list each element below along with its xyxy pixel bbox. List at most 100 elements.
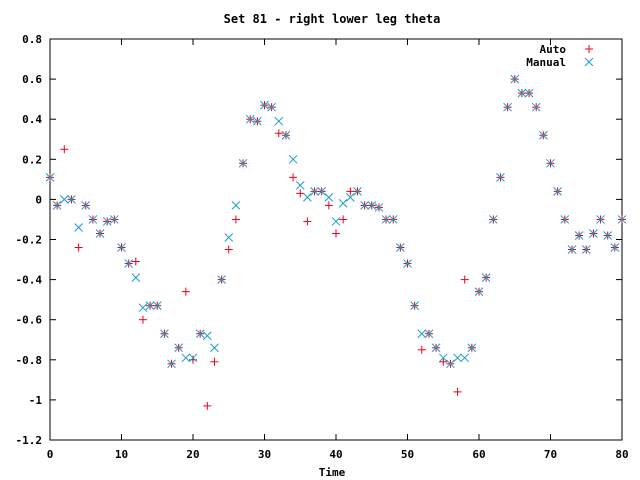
data-point-manual — [367, 201, 377, 210]
data-point-manual — [181, 353, 191, 363]
plot-frame — [49, 38, 623, 441]
data-point-manual — [560, 215, 570, 224]
data-point-manual — [124, 259, 134, 268]
data-point-manual — [267, 102, 277, 112]
data-point-manual — [260, 100, 269, 110]
data-point-auto — [303, 217, 312, 226]
data-point-manual — [95, 229, 105, 238]
data-point-manual — [553, 187, 563, 196]
data-point-manual — [317, 187, 327, 196]
legend-label-manual: Manual — [526, 56, 566, 69]
data-point-manual — [238, 158, 248, 168]
data-point-manual — [288, 154, 298, 164]
data-point-manual — [360, 201, 369, 210]
data-point-manual — [453, 353, 462, 363]
data-point-manual — [81, 201, 91, 210]
data-point-manual — [174, 343, 184, 353]
data-point-manual — [131, 273, 141, 282]
data-point-manual — [52, 201, 62, 210]
data-point-manual — [531, 102, 541, 112]
data-point-manual — [324, 193, 334, 202]
x-tick-label: 70 — [544, 448, 557, 461]
data-point-manual — [231, 201, 241, 210]
data-point-manual — [59, 195, 69, 204]
data-point-manual — [567, 245, 577, 254]
data-point-manual — [488, 215, 498, 224]
data-point-manual — [460, 353, 470, 363]
data-point-auto — [274, 129, 283, 138]
data-point-manual — [145, 301, 155, 311]
y-tick-label: -0.8 — [16, 354, 43, 367]
data-point-auto — [339, 215, 348, 224]
data-point-manual — [310, 187, 319, 196]
data-point-manual — [381, 215, 391, 224]
data-point-manual — [395, 243, 405, 252]
data-point-manual — [589, 229, 598, 238]
data-point-auto — [460, 275, 469, 284]
data-point-manual — [252, 116, 262, 126]
series-auto — [46, 75, 626, 410]
data-point-manual — [474, 287, 484, 296]
x-tick-label: 40 — [329, 448, 342, 461]
data-point-manual — [345, 193, 355, 202]
data-point-auto — [74, 243, 83, 252]
data-point-manual — [338, 199, 348, 208]
data-point-manual — [67, 195, 76, 204]
data-point-manual — [517, 88, 527, 98]
data-point-manual — [503, 102, 512, 112]
data-point-manual — [245, 114, 255, 124]
data-point-manual — [403, 259, 412, 268]
data-point-manual — [117, 243, 126, 252]
y-axis: 0.8 0.6 0.4 0.2 0 -0.2 -0.4 -0.6 -0.8 -1 -1.2 — [16, 33, 622, 447]
y-tick-label: -0.6 — [16, 314, 43, 327]
data-point-manual — [160, 329, 169, 339]
x-axis-label: Time — [319, 466, 346, 479]
series-manual — [45, 74, 627, 369]
x-tick-label: 10 — [115, 448, 128, 461]
data-point-manual — [74, 223, 83, 232]
data-point-auto — [346, 187, 355, 196]
data-point-auto — [439, 357, 448, 366]
data-point-manual — [496, 172, 505, 182]
data-point-manual — [195, 329, 205, 339]
data-point-manual — [109, 215, 119, 224]
data-point-manual — [331, 217, 341, 226]
data-point-manual — [581, 245, 591, 254]
data-point-manual — [596, 215, 605, 224]
data-point-manual — [388, 215, 398, 224]
legend-marker-auto — [585, 45, 593, 53]
data-point-manual — [303, 193, 312, 202]
data-point-manual — [353, 187, 362, 196]
data-point-auto — [131, 257, 140, 266]
data-point-auto — [224, 245, 233, 254]
y-tick-label: -1.2 — [16, 434, 43, 447]
data-point-manual — [188, 353, 198, 363]
data-point-auto — [324, 201, 333, 210]
data-point-auto — [189, 355, 197, 364]
y-tick-label: 0.4 — [22, 113, 42, 126]
x-tick-label: 80 — [615, 448, 628, 461]
data-point-auto — [453, 387, 462, 396]
x-tick-label: 30 — [258, 448, 271, 461]
y-tick-label: -0.2 — [16, 234, 43, 247]
data-point-auto — [138, 315, 147, 324]
data-point-manual — [102, 217, 112, 226]
data-point-auto — [181, 287, 190, 296]
data-point-manual — [295, 181, 305, 190]
data-point-manual — [431, 343, 441, 353]
data-point-manual — [202, 331, 212, 341]
legend-marker-manual — [584, 57, 594, 67]
data-point-auto — [203, 401, 212, 410]
data-point-auto — [231, 215, 240, 224]
legend-label-auto: Auto — [540, 43, 567, 56]
data-point-manual — [45, 172, 55, 182]
y-tick-label: 0 — [35, 193, 42, 206]
data-point-manual — [410, 301, 420, 311]
data-point-auto — [296, 189, 305, 198]
data-point-auto — [417, 345, 426, 354]
data-point-manual — [438, 353, 448, 363]
data-point-manual — [224, 233, 234, 242]
data-point-manual — [610, 243, 620, 252]
